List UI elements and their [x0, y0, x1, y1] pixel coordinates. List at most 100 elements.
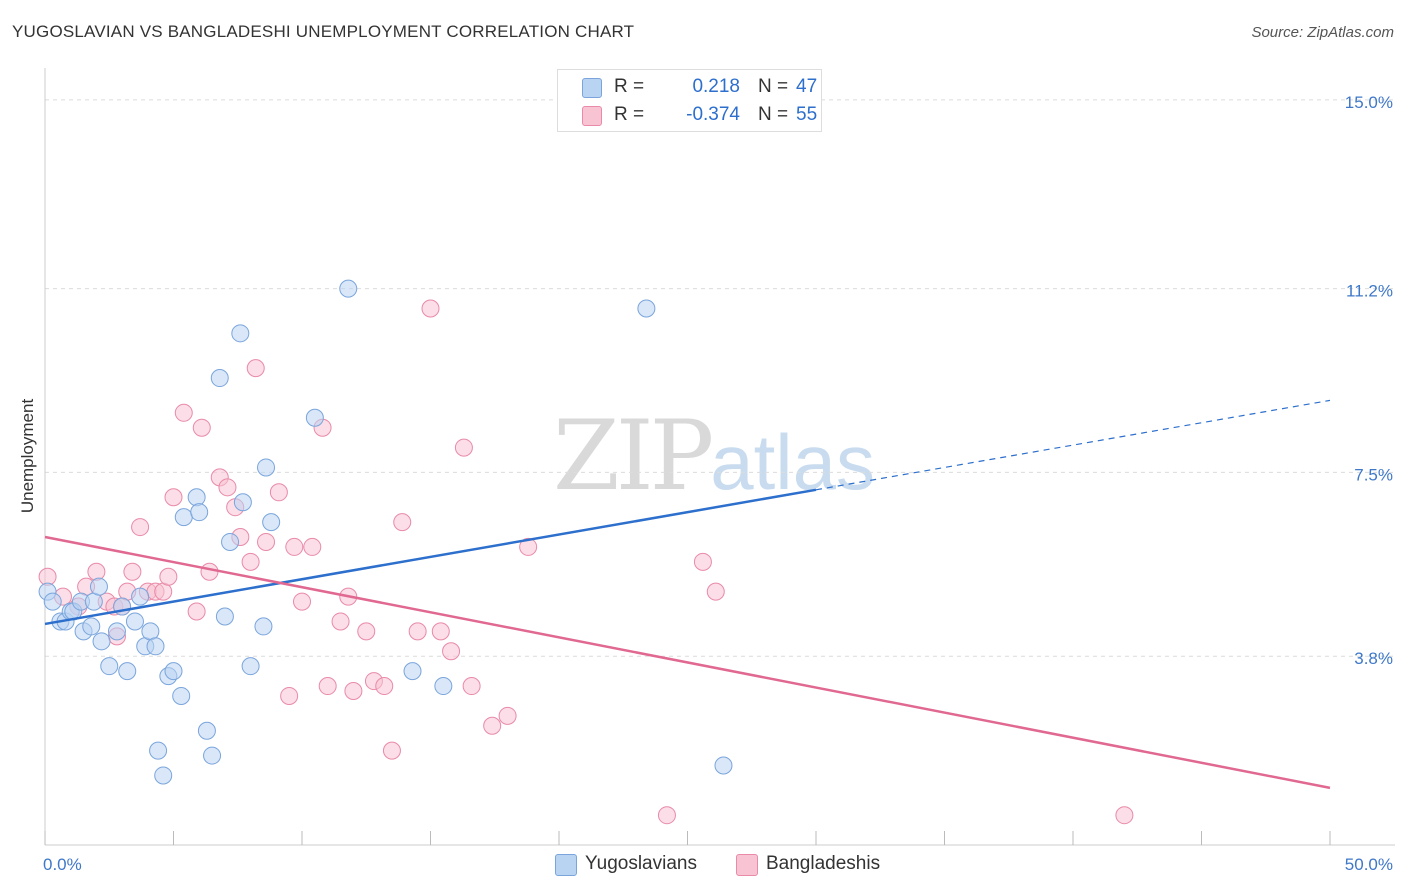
- axes: [44, 68, 1395, 846]
- legend-n-value: 55: [796, 104, 818, 125]
- point-bangladeshis: [408, 622, 427, 641]
- point-bangladeshis: [269, 483, 288, 502]
- point-yugoslavians: [154, 766, 173, 785]
- point-bangladeshis: [285, 537, 304, 556]
- point-bangladeshis: [87, 562, 106, 581]
- point-yugoslavians: [257, 458, 276, 477]
- point-bangladeshis: [393, 513, 412, 532]
- point-yugoslavians: [118, 662, 137, 681]
- stats-legend: R = 0.218 N = 47 R = -0.374 N = 55: [557, 69, 822, 132]
- point-bangladeshis: [657, 806, 676, 825]
- point-yugoslavians: [131, 587, 150, 606]
- point-yugoslavians: [82, 617, 101, 636]
- point-yugoslavians: [190, 503, 209, 522]
- point-bangladeshis: [123, 562, 142, 581]
- point-yugoslavians: [89, 577, 108, 596]
- point-bangladeshis: [375, 677, 394, 696]
- point-bangladeshis: [218, 478, 237, 497]
- bottom-legend-swatch-yugoslavians: [555, 854, 577, 876]
- legend-n-label: N =: [758, 104, 789, 125]
- legend-r-label: R =: [614, 76, 645, 97]
- point-yugoslavians: [305, 408, 324, 427]
- point-yugoslavians: [146, 637, 165, 656]
- point-yugoslavians: [231, 324, 250, 343]
- point-yugoslavians: [125, 612, 144, 631]
- y-tick-label: 15.0%: [1345, 93, 1393, 112]
- point-bangladeshis: [174, 403, 193, 422]
- point-yugoslavians: [174, 508, 193, 527]
- point-yugoslavians: [92, 632, 111, 651]
- point-yugoslavians: [339, 279, 358, 298]
- gridlines: [45, 99, 1395, 657]
- point-bangladeshis: [382, 741, 401, 760]
- point-yugoslavians: [100, 657, 119, 676]
- trend-line-yugoslavians: [44, 488, 817, 626]
- point-bangladeshis: [293, 592, 311, 611]
- legend-r-label: R =: [614, 104, 645, 125]
- point-bangladeshis: [421, 299, 440, 318]
- point-bangladeshis: [131, 518, 150, 537]
- series-bangladeshis: [38, 299, 1134, 825]
- point-yugoslavians: [210, 369, 229, 388]
- point-yugoslavians: [434, 677, 453, 696]
- point-bangladeshis: [1115, 806, 1134, 825]
- point-yugoslavians: [241, 657, 260, 676]
- point-bangladeshis: [303, 537, 322, 556]
- point-bangladeshis: [192, 418, 211, 437]
- point-yugoslavians: [149, 741, 168, 760]
- y-tick-label: 3.8%: [1354, 649, 1393, 668]
- x-tick-label-min: 0.0%: [43, 855, 82, 874]
- point-bangladeshis: [498, 706, 517, 725]
- point-yugoslavians: [221, 532, 240, 551]
- point-bangladeshis: [454, 438, 473, 457]
- point-yugoslavians: [215, 607, 234, 626]
- legend-n-value: 47: [796, 76, 818, 97]
- point-yugoslavians: [403, 662, 422, 681]
- point-bangladeshis: [164, 488, 183, 507]
- tick-labels: 3.8% 7.5% 11.2% 15.0% 0.0% 50.0%: [43, 93, 1393, 874]
- point-yugoslavians: [203, 746, 222, 765]
- point-bangladeshis: [318, 677, 337, 696]
- point-yugoslavians: [172, 686, 191, 705]
- series-yugoslavians: [38, 279, 733, 785]
- point-bangladeshis: [187, 602, 206, 621]
- point-bangladeshis: [246, 359, 265, 378]
- point-yugoslavians: [637, 299, 656, 318]
- trend-line-bangladeshis: [44, 535, 1331, 790]
- point-yugoslavians: [233, 493, 252, 512]
- point-yugoslavians: [107, 622, 126, 641]
- point-bangladeshis: [159, 567, 178, 586]
- legend-r-value: 0.218: [692, 76, 740, 97]
- watermark-zip: ZIP: [553, 400, 714, 512]
- y-tick-label: 11.2%: [1346, 282, 1393, 301]
- point-bangladeshis: [706, 582, 725, 601]
- point-bangladeshis: [241, 552, 260, 571]
- chart-title: YUGOSLAVIAN VS BANGLADESHI UNEMPLOYMENT …: [12, 22, 635, 41]
- y-axis-label: Unemployment: [18, 398, 37, 514]
- y-tick-label: 7.5%: [1354, 465, 1393, 484]
- point-bangladeshis: [200, 562, 219, 581]
- point-yugoslavians: [43, 592, 62, 611]
- legend-swatch-yugoslavians: [582, 78, 602, 98]
- point-yugoslavians: [187, 488, 206, 507]
- point-bangladeshis: [357, 622, 376, 641]
- legend-n-label: N =: [758, 76, 789, 97]
- point-yugoslavians: [197, 721, 216, 740]
- watermark-atlas: atlas: [710, 418, 875, 506]
- legend-swatch-bangladeshis: [582, 106, 602, 126]
- bottom-legend-label-yugoslavians: Yugoslavians: [585, 853, 697, 874]
- bottom-legend-label-bangladeshis: Bangladeshis: [766, 853, 881, 874]
- x-tick-label-max: 50.0%: [1345, 855, 1393, 874]
- point-bangladeshis: [280, 686, 299, 705]
- source-label: Source: ZipAtlas.com: [1251, 24, 1394, 41]
- point-bangladeshis: [331, 612, 350, 631]
- point-bangladeshis: [431, 622, 450, 641]
- point-bangladeshis: [344, 682, 363, 700]
- legend-r-value: -0.374: [686, 104, 740, 125]
- point-bangladeshis: [442, 642, 461, 661]
- point-yugoslavians: [714, 756, 733, 775]
- point-bangladeshis: [462, 677, 481, 696]
- point-yugoslavians: [164, 662, 183, 681]
- trend-line-yugoslavians-extension: [815, 399, 1331, 491]
